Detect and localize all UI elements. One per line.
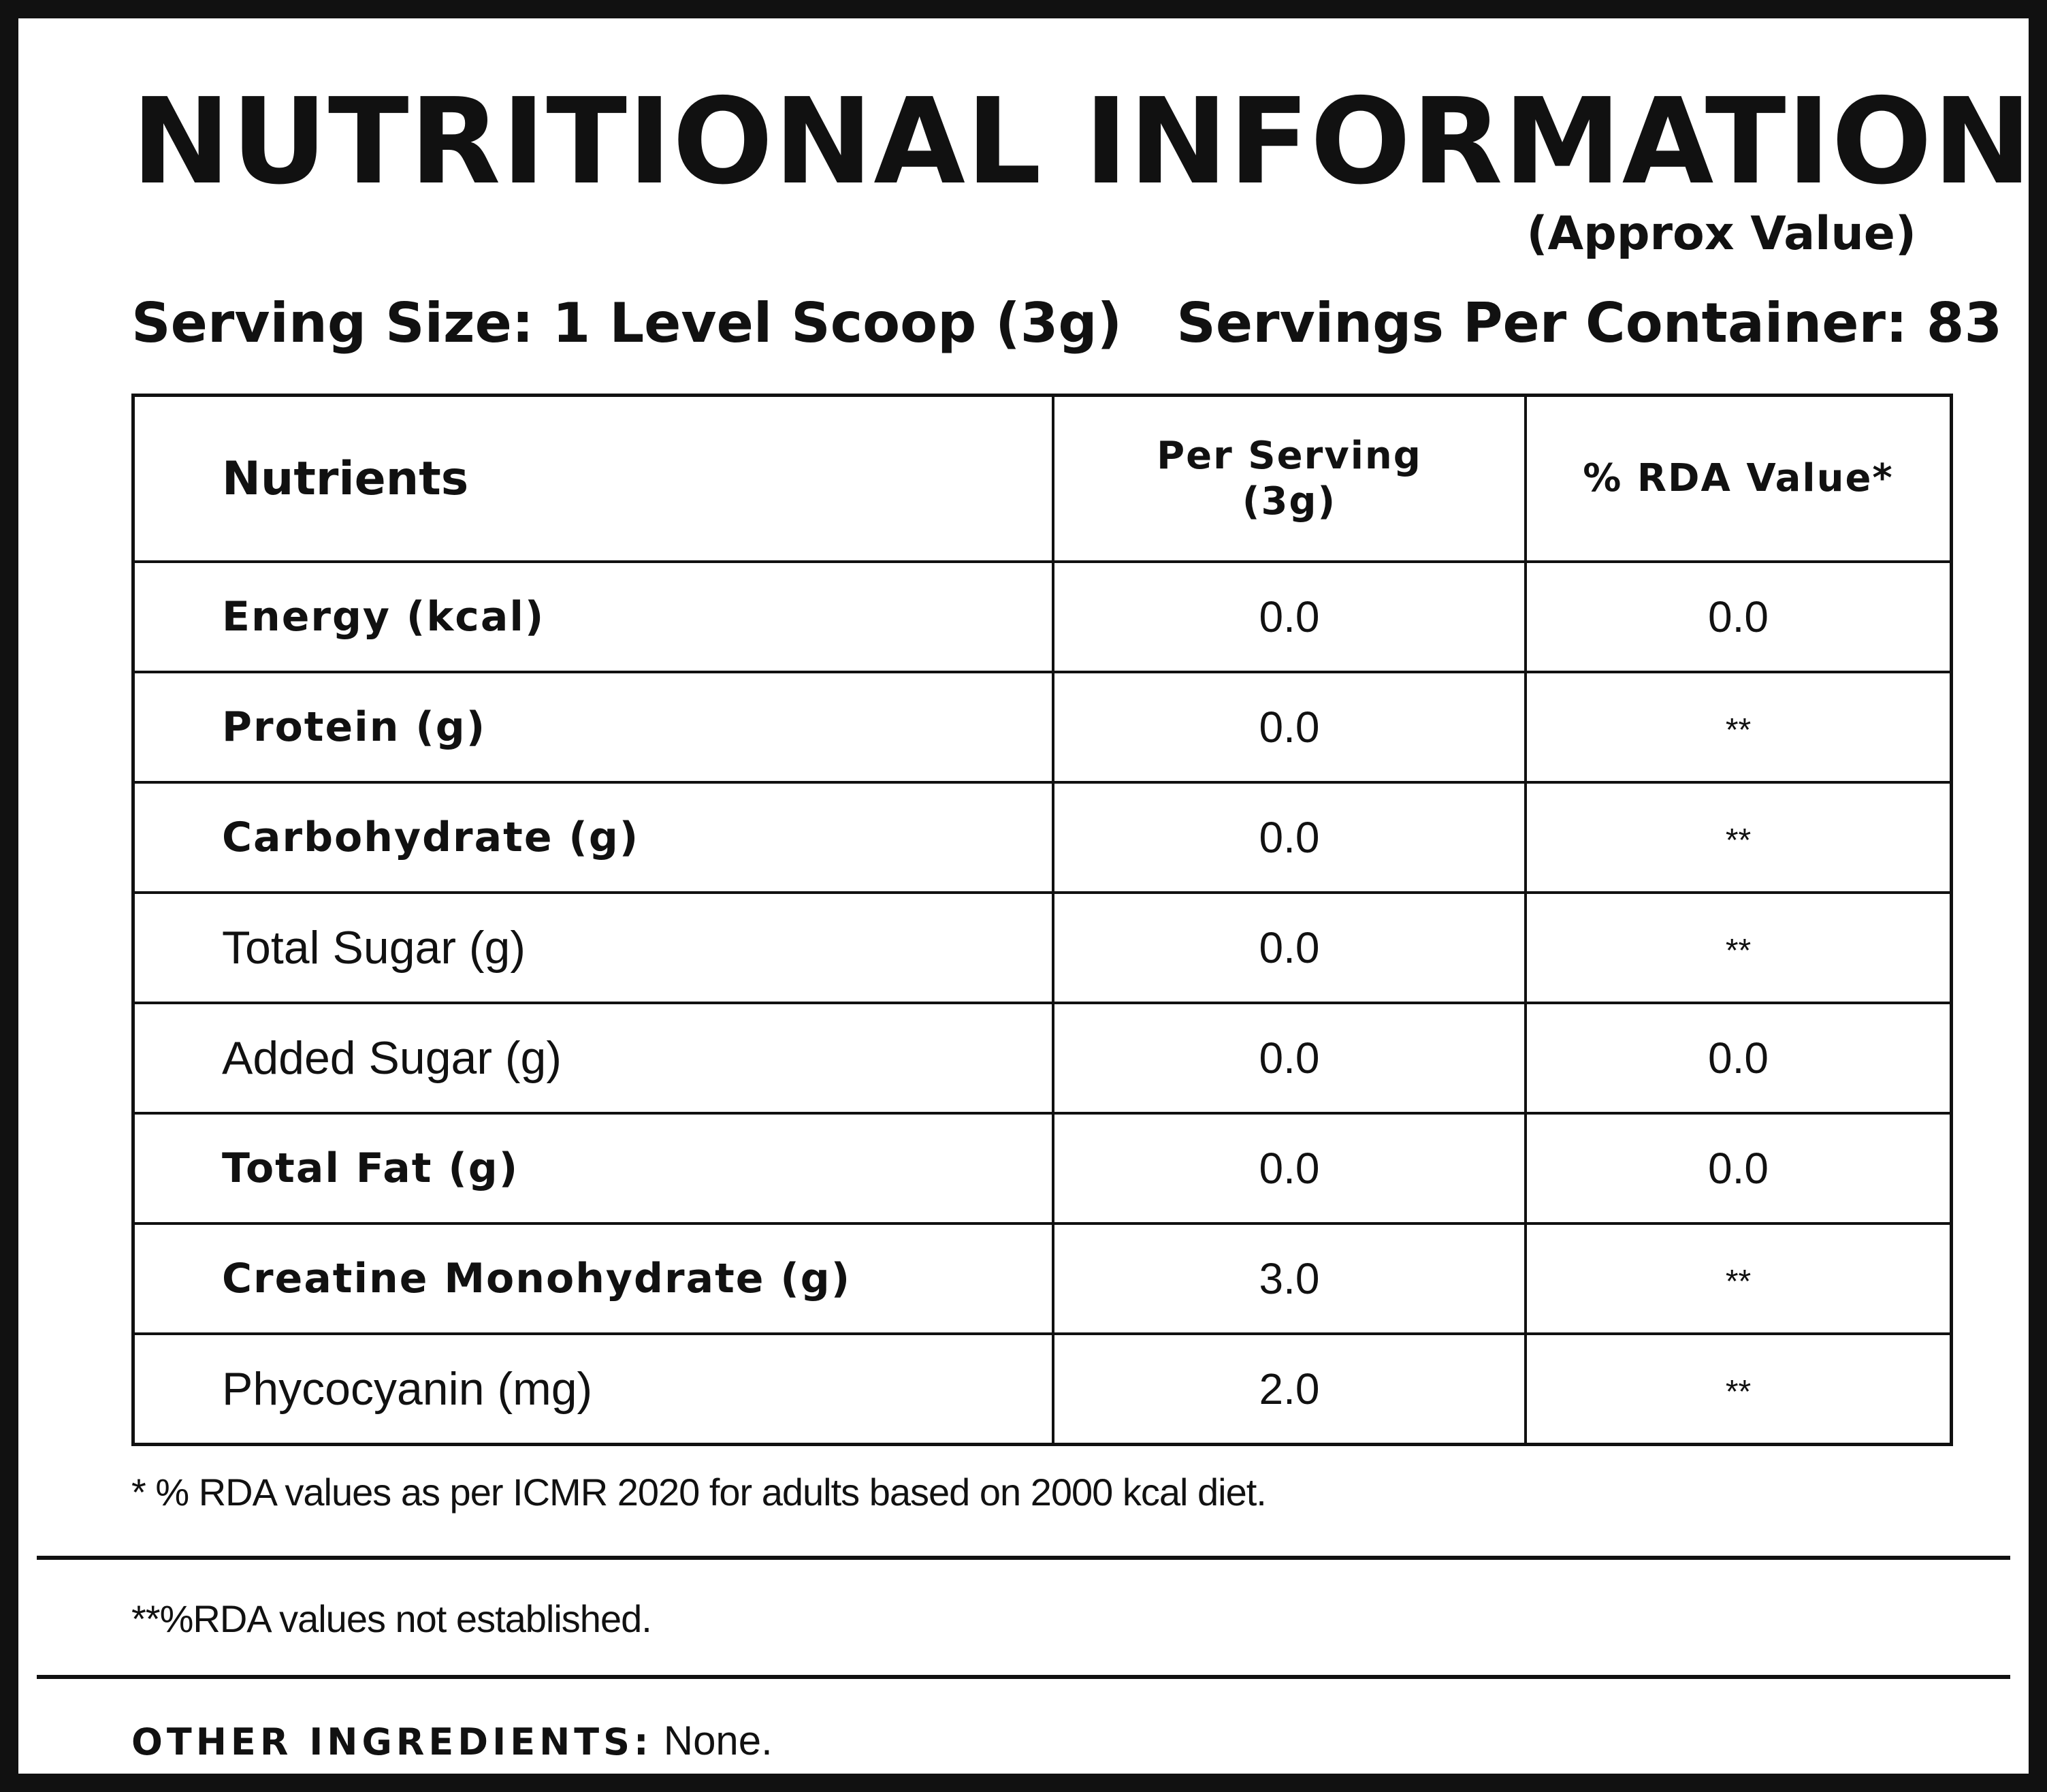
nutrient-name: Total Fat (g) xyxy=(135,1115,1054,1222)
table-body: Energy (kcal) 0.0 0.0 Protein (g) 0.0 ** Carbo… xyxy=(135,560,1950,1443)
other-ingredients: OTHER INGREDIENTS: None. xyxy=(131,1717,773,1764)
divider-2 xyxy=(37,1675,2010,1679)
rda-value: ** xyxy=(1725,1373,1752,1410)
serving-size: Serving Size: 1 Level Scoop (3g) xyxy=(131,291,1123,355)
nutrient-name: Energy (kcal) xyxy=(135,563,1054,671)
nutrition-table: Nutrients Per Serving (3g) % RDA Value* … xyxy=(131,394,1953,1446)
nutrient-name: Total Sugar (g) xyxy=(135,894,1054,1002)
table-row: Creatine Monohydrate (g) 3.0 ** xyxy=(135,1222,1950,1332)
rda-value: 0.0 xyxy=(1708,1144,1769,1193)
approx-value-note: (Approx Value) xyxy=(1526,207,1916,261)
rda-value: ** xyxy=(1725,711,1752,748)
rda-value: ** xyxy=(1725,822,1752,859)
per-serving-value: 0.0 xyxy=(1054,894,1527,1002)
rda-value: 0.0 xyxy=(1708,592,1769,641)
divider-1 xyxy=(37,1556,2010,1560)
nutrient-name: Added Sugar (g) xyxy=(135,1004,1054,1112)
table-row: Added Sugar (g) 0.0 0.0 xyxy=(135,1002,1950,1112)
header-per-serving: Per Serving (3g) xyxy=(1054,397,1527,560)
rda-value: 0.0 xyxy=(1708,1034,1769,1083)
header-per-serving-line1: Per Serving xyxy=(1157,433,1422,478)
table-row: Carbohydrate (g) 0.0 ** xyxy=(135,781,1950,891)
footnote-rda: * % RDA values as per ICMR 2020 for adul… xyxy=(131,1471,1267,1514)
table-row: Energy (kcal) 0.0 0.0 xyxy=(135,560,1950,671)
table-row: Total Sugar (g) 0.0 ** xyxy=(135,891,1950,1002)
serving-info: Serving Size: 1 Level Scoop (3g) Serving… xyxy=(131,291,2002,356)
per-serving-value: 0.0 xyxy=(1054,563,1527,671)
nutrient-name: Creatine Monohydrate (g) xyxy=(135,1225,1054,1332)
nutrient-name: Carbohydrate (g) xyxy=(135,784,1054,891)
table-header-row: Nutrients Per Serving (3g) % RDA Value* xyxy=(135,397,1950,560)
servings-per-container: Servings Per Container: 83 xyxy=(1176,291,2003,355)
page-title: NUTRITIONAL INFORMATION xyxy=(131,73,2033,211)
per-serving-value: 2.0 xyxy=(1054,1335,1527,1443)
per-serving-value: 0.0 xyxy=(1054,673,1527,781)
per-serving-value: 0.0 xyxy=(1054,784,1527,891)
header-nutrients: Nutrients xyxy=(135,397,1054,560)
other-ingredients-value: None. xyxy=(663,1718,773,1763)
table-row: Phycocyanin (mg) 2.0 ** xyxy=(135,1332,1950,1443)
nutrient-name: Phycocyanin (mg) xyxy=(135,1335,1054,1443)
table-row: Protein (g) 0.0 ** xyxy=(135,671,1950,781)
rda-value: ** xyxy=(1725,1263,1752,1300)
rda-value: ** xyxy=(1725,932,1752,969)
per-serving-value: 3.0 xyxy=(1054,1225,1527,1332)
nutrient-name: Protein (g) xyxy=(135,673,1054,781)
header-per-serving-line2: (3g) xyxy=(1242,479,1337,524)
other-ingredients-label: OTHER INGREDIENTS: xyxy=(131,1721,653,1763)
header-rda: % RDA Value* xyxy=(1583,456,1894,501)
per-serving-value: 0.0 xyxy=(1054,1115,1527,1222)
per-serving-value: 0.0 xyxy=(1054,1004,1527,1112)
table-row: Total Fat (g) 0.0 0.0 xyxy=(135,1112,1950,1222)
footnote-not-established: **%RDA values not established. xyxy=(131,1597,652,1640)
